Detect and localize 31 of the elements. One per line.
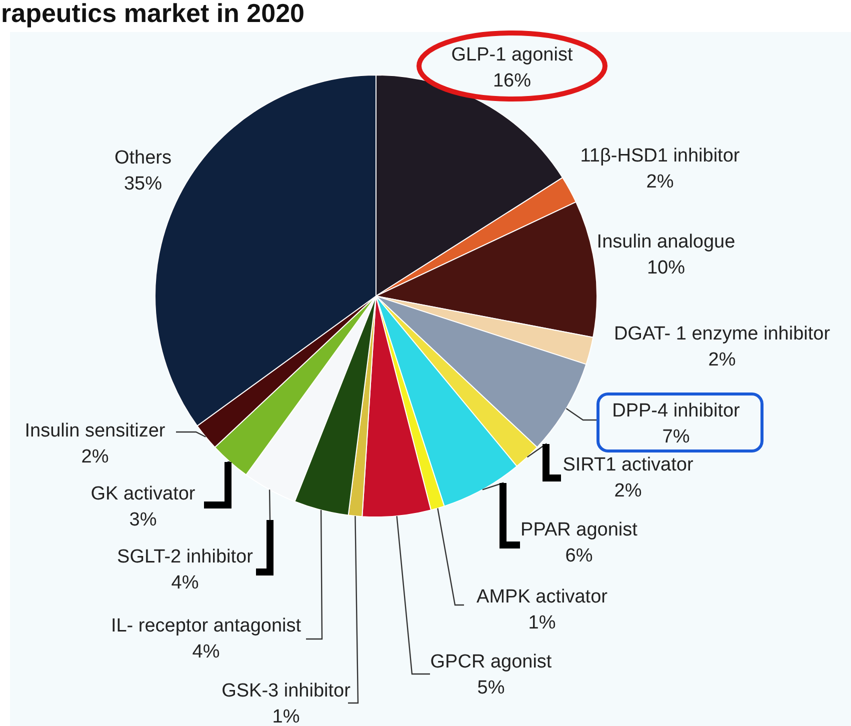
slice-label: GPCR agonist [430,652,552,672]
slice-label: GK activator [90,484,196,504]
slice-label: 11β-HSD1 inhibitor [580,146,740,166]
data-label: 2% [614,480,642,502]
slice-label: GLP-1 agonist [451,44,574,66]
data-label: 3% [129,510,157,530]
slice-label: IL- receptor antagonist [110,616,302,636]
data-label: 1% [272,706,300,726]
data-label: 1% [528,612,556,634]
slice-label: Insulin sensitizer [24,420,166,442]
data-label: 7% [662,426,690,448]
data-label: 35% [124,174,162,194]
data-label: 2% [708,350,736,370]
data-label: 16% [492,70,532,92]
data-label: 10% [646,258,686,278]
data-label: 2% [646,172,674,192]
chart-title: rapeutics market in 2020 [1,0,304,28]
slice-label: GSK-3 inhibitor [222,680,352,702]
data-label: 2% [81,446,109,468]
slice-label: DGAT- 1 enzyme inhibitor [614,324,831,344]
slice-label: SIRT1 activator [562,454,694,476]
slice-label: PPAR agonist [520,520,638,540]
slice-label: DPP-4 inhibitor [612,400,741,422]
data-label: 4% [171,572,199,594]
slice-label: SGLT-2 inhibitor [117,546,254,568]
data-label: 4% [192,642,220,662]
data-label: 6% [565,546,593,566]
slice-label: Others [114,148,172,168]
slice-label: Insulin analogue [596,232,736,252]
data-label: 5% [477,678,505,698]
slice-label: AMPK activator [476,586,608,608]
